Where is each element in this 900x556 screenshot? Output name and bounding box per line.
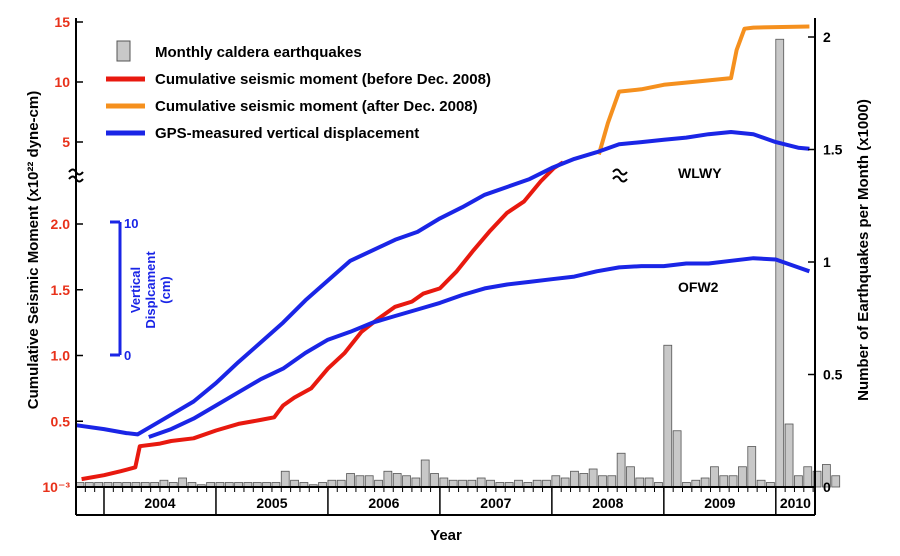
- left-tick-label: 5: [62, 134, 70, 150]
- earthquake-bar: [663, 344, 673, 488]
- axis-break-icon: [612, 168, 628, 183]
- displacement-scale-title-1: Vertical: [128, 267, 143, 313]
- left-tick-label: 10⁻³: [42, 479, 70, 495]
- earthquake-bar: [728, 475, 738, 488]
- earthquake-bars: [75, 38, 841, 488]
- earthquake-bar: [514, 479, 523, 488]
- left-tick-label: 0.5: [51, 413, 71, 429]
- earthquake-bar: [738, 466, 747, 488]
- earthquake-bar: [383, 470, 393, 488]
- displacement-scale-title-2: Displcament: [143, 251, 158, 329]
- earthquake-bar: [336, 479, 346, 488]
- legend-swatch-bars: [116, 40, 131, 62]
- site-label-wlwy: WLWY: [678, 165, 722, 181]
- earthquake-bar: [822, 464, 831, 488]
- earthquake-bar: [626, 466, 635, 488]
- earthquake-bar: [542, 479, 551, 488]
- line-moment-after: [596, 24, 810, 155]
- legend-label-gps: GPS-measured vertical displacement: [155, 125, 419, 142]
- earthquake-bar: [486, 479, 495, 488]
- displacement-scale-top: 10: [124, 216, 138, 231]
- earthquake-bar: [420, 459, 430, 488]
- legend: Monthly caldera earthquakes Cumulative s…: [106, 40, 491, 142]
- left-tick-label: 10: [54, 74, 70, 90]
- x-tick-label: 2007: [480, 495, 511, 511]
- data-lines: [75, 24, 811, 482]
- site-label-ofw2: OFW2: [678, 279, 719, 295]
- earthquake-bar: [327, 479, 337, 488]
- legend-label-before: Cumulative seismic moment (before Dec. 2…: [155, 71, 491, 88]
- earthquake-bar: [439, 477, 449, 488]
- right-tick-label: 0: [823, 479, 831, 495]
- earthquake-bar: [747, 446, 757, 488]
- earthquake-bar: [691, 479, 701, 488]
- earthquake-bar: [560, 477, 570, 488]
- earthquake-bar: [635, 477, 645, 488]
- line-gps-wlwy: [75, 130, 810, 437]
- earthquake-bar: [392, 473, 402, 488]
- x-tick-label: 2005: [256, 495, 287, 511]
- x-tick-label: 2008: [592, 495, 623, 511]
- left-axis-label: Cumulative Seismic Moment (x10²² dyne-cm…: [25, 91, 42, 409]
- earthquake-bar: [364, 475, 374, 488]
- x-tick-label: 2010: [780, 495, 811, 511]
- x-tick-label: 2006: [368, 495, 399, 511]
- earthquake-bar: [831, 475, 841, 488]
- earthquake-bar: [374, 479, 383, 488]
- earthquake-bar: [700, 477, 710, 488]
- displacement-scale-bottom: 0: [124, 348, 131, 363]
- earthquake-bar: [579, 473, 589, 488]
- axis-break-icon: [68, 168, 84, 183]
- right-tick-label: 0.5: [823, 367, 843, 383]
- left-tick-label: 1.5: [51, 282, 71, 298]
- earthquake-bar: [598, 475, 607, 488]
- earthquake-bar: [551, 475, 561, 488]
- earthquake-bar: [430, 473, 439, 488]
- earthquake-bar: [794, 475, 803, 488]
- earthquake-bar: [448, 479, 458, 488]
- axes: 2004 2005 2006 2007 2008 2009 201010⁻³0.51.01.…: [42, 14, 843, 516]
- earthquake-bar: [178, 477, 187, 488]
- right-axis-label: Number of Earthquakes per Month (x1000): [855, 99, 872, 401]
- earthquake-bar: [672, 430, 682, 488]
- x-axis-label: Year: [430, 527, 462, 544]
- earthquake-bar: [588, 468, 598, 488]
- earthquake-bar: [756, 479, 766, 488]
- earthquake-bar: [719, 475, 729, 488]
- earthquake-bar: [532, 479, 542, 488]
- earthquake-bar: [159, 479, 169, 488]
- earthquake-bar: [402, 475, 411, 488]
- legend-label-after: Cumulative seismic moment (after Dec. 20…: [155, 98, 478, 115]
- earthquake-bar: [346, 473, 355, 488]
- earthquake-bar: [812, 470, 822, 488]
- earthquake-bar: [607, 475, 617, 488]
- earthquake-bar: [458, 479, 467, 488]
- earthquake-bar: [616, 452, 626, 488]
- earthquake-bar: [570, 470, 579, 488]
- earthquake-bar: [467, 479, 477, 488]
- earthquake-bar: [710, 466, 719, 488]
- earthquake-bar: [784, 423, 794, 488]
- earthquake-bar: [280, 470, 290, 488]
- x-tick-label: 2009: [704, 495, 735, 511]
- left-tick-label: 2.0: [51, 216, 71, 232]
- left-tick-label: 1.0: [51, 348, 71, 364]
- displacement-scale-inset: 10 0 Vertical Displcament (cm): [110, 216, 173, 363]
- earthquake-bar: [803, 466, 813, 488]
- earthquake-bar: [290, 479, 299, 488]
- line-moment-before: [81, 160, 565, 482]
- right-tick-label: 1.5: [823, 142, 843, 158]
- line-gps-ofw2: [148, 256, 811, 439]
- displacement-scale-title-3: (cm): [158, 276, 173, 303]
- left-tick-label: 15: [54, 14, 70, 30]
- earthquake-bar: [355, 475, 365, 488]
- earthquake-bar: [411, 477, 421, 488]
- right-tick-label: 1: [823, 254, 831, 270]
- right-tick-label: 2: [823, 29, 831, 45]
- earthquake-bar: [644, 477, 654, 488]
- x-tick-label: 2004: [144, 495, 175, 511]
- earthquake-bar: [476, 477, 486, 488]
- legend-label-bars: Monthly caldera earthquakes: [155, 44, 362, 61]
